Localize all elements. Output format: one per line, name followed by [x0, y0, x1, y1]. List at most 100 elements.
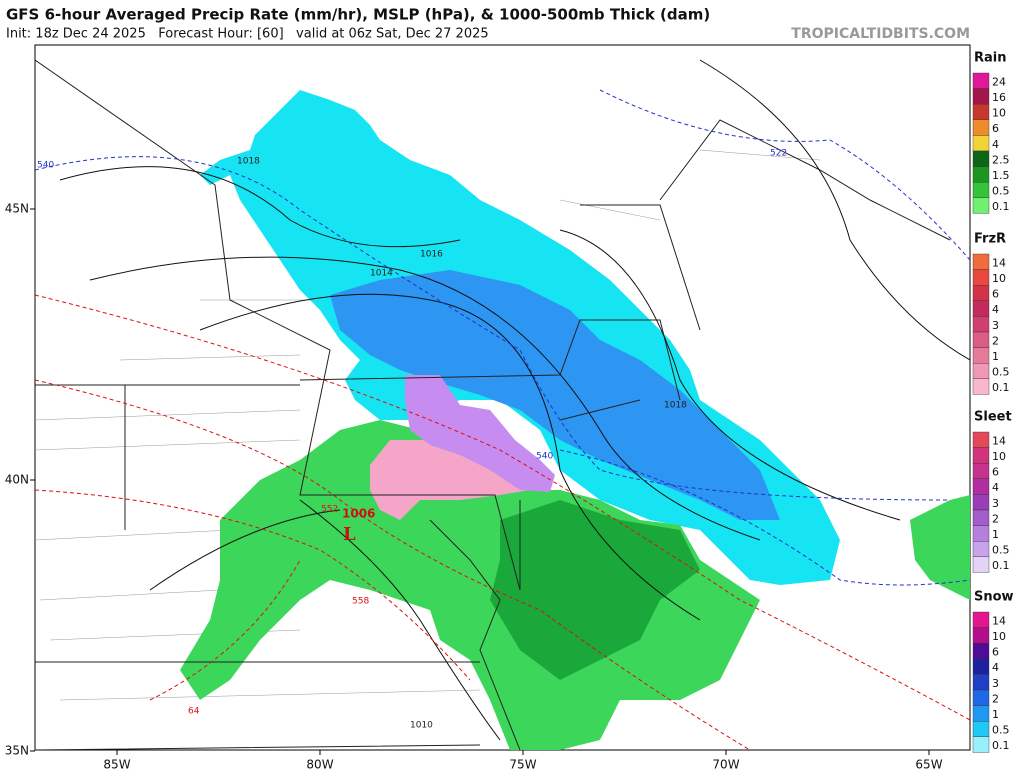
legend-label: 0.1 — [992, 381, 1010, 394]
legend-swatch — [972, 525, 990, 542]
legend-title: FrzR — [974, 232, 1006, 247]
legend-label: 0.1 — [992, 739, 1010, 752]
legend-swatch — [972, 658, 990, 675]
lon-tick-label: 70W — [712, 758, 739, 772]
legend-swatch — [972, 88, 990, 105]
legend-label: 0.5 — [992, 724, 1010, 737]
lat-tick-label: 35N — [5, 744, 29, 758]
legend-label: 6 — [992, 122, 999, 135]
legend-swatch — [972, 197, 990, 214]
legend-swatch — [972, 627, 990, 644]
legend-label: 3 — [992, 319, 999, 332]
legend-swatch — [972, 135, 990, 152]
legend-swatch — [972, 150, 990, 167]
isobar-label: 1018 — [664, 401, 687, 411]
legend-label: 6 — [992, 288, 999, 301]
legend-swatch — [972, 509, 990, 526]
lon-tick-label: 85W — [103, 758, 130, 772]
legend-swatch — [972, 611, 990, 628]
legend-label: 0.5 — [992, 366, 1010, 379]
legend-swatch — [972, 463, 990, 480]
legend-label: 1 — [992, 708, 999, 721]
legend-label: 0.1 — [992, 559, 1010, 572]
legend-swatch — [972, 347, 990, 364]
low-pressure-value: 1006 — [342, 507, 375, 521]
legend-label: 2.5 — [992, 153, 1010, 166]
legend-label: 6 — [992, 466, 999, 479]
legend-label: 1.5 — [992, 169, 1010, 182]
legend-label: 2 — [992, 692, 999, 705]
isobar-label: 1014 — [370, 269, 393, 279]
source: TROPICALTIDBITS.COM — [791, 26, 970, 42]
lon-tick-label: 80W — [306, 758, 333, 772]
legend-swatch — [972, 363, 990, 380]
legend-label: 10 — [992, 450, 1006, 463]
legend-swatch — [972, 689, 990, 706]
thickness-label: 540 — [37, 161, 54, 171]
legend-title: Sleet — [974, 410, 1012, 425]
thickness-label: 64 — [188, 707, 200, 717]
legend-label: 4 — [992, 138, 999, 151]
lat-tick-label: 40N — [5, 473, 29, 487]
legend-label: 10 — [992, 630, 1006, 643]
legend-swatch — [972, 253, 990, 270]
legend-title: Snow — [974, 590, 1014, 605]
legend-label: 10 — [992, 272, 1006, 285]
legend-swatch — [972, 285, 990, 302]
legend-label: 10 — [992, 107, 1006, 120]
legend-label: 6 — [992, 646, 999, 659]
thickness-label: 558 — [352, 597, 369, 607]
legend-label: 16 — [992, 91, 1006, 104]
legend-swatch — [972, 331, 990, 348]
legend-label: 3 — [992, 497, 999, 510]
legend-swatch — [972, 316, 990, 333]
legend-swatch — [972, 72, 990, 89]
legend-swatch — [972, 378, 990, 395]
legend-swatch — [972, 721, 990, 738]
thickness-label: 552 — [321, 505, 338, 515]
legend-swatch — [972, 166, 990, 183]
legend-swatch — [972, 300, 990, 317]
legend-swatch — [972, 556, 990, 573]
isobar-label: 1016 — [420, 250, 443, 260]
isobar-label: 1010 — [410, 721, 433, 731]
legend-label: 1 — [992, 528, 999, 541]
legend-label: 0.5 — [992, 544, 1010, 557]
lon-tick-label: 75W — [509, 758, 536, 772]
subtitle: Init: 18z Dec 24 2025 Forecast Hour: [60… — [6, 27, 489, 42]
legend-swatch — [972, 431, 990, 448]
legend-swatch — [972, 541, 990, 558]
legend-swatch — [972, 447, 990, 464]
legend-swatch — [972, 269, 990, 286]
legend-label: 1 — [992, 350, 999, 363]
legend-swatch — [972, 103, 990, 120]
legend-label: 14 — [992, 256, 1006, 269]
thickness-label: 540 — [536, 452, 553, 462]
legend-swatch — [972, 478, 990, 495]
map: 1018 1016 1014 1018 1010 1006 L 540 522 … — [34, 44, 971, 751]
legend-label: 0.1 — [992, 200, 1010, 213]
title: GFS 6-hour Averaged Precip Rate (mm/hr),… — [6, 6, 710, 24]
lat-tick-label: 45N — [5, 202, 29, 216]
legend-swatch — [972, 705, 990, 722]
legend-label: 4 — [992, 661, 999, 674]
isobar-label: 1018 — [237, 157, 260, 167]
legend-label: 14 — [992, 434, 1006, 447]
legend-swatch — [972, 643, 990, 660]
legend-swatch — [972, 494, 990, 511]
legend-swatch — [972, 181, 990, 198]
thickness-label: 522 — [770, 149, 787, 159]
lon-tick-label: 65W — [915, 758, 942, 772]
legend-label: 2 — [992, 334, 999, 347]
legend-label: 2 — [992, 512, 999, 525]
legend-label: 0.5 — [992, 185, 1010, 198]
legend-label: 4 — [992, 303, 999, 316]
legend-label: 24 — [992, 75, 1006, 88]
legend-swatch — [972, 674, 990, 691]
legend-label: 3 — [992, 677, 999, 690]
legend-label: 14 — [992, 614, 1006, 627]
low-pressure-marker: L — [343, 524, 356, 545]
legend-label: 4 — [992, 481, 999, 494]
